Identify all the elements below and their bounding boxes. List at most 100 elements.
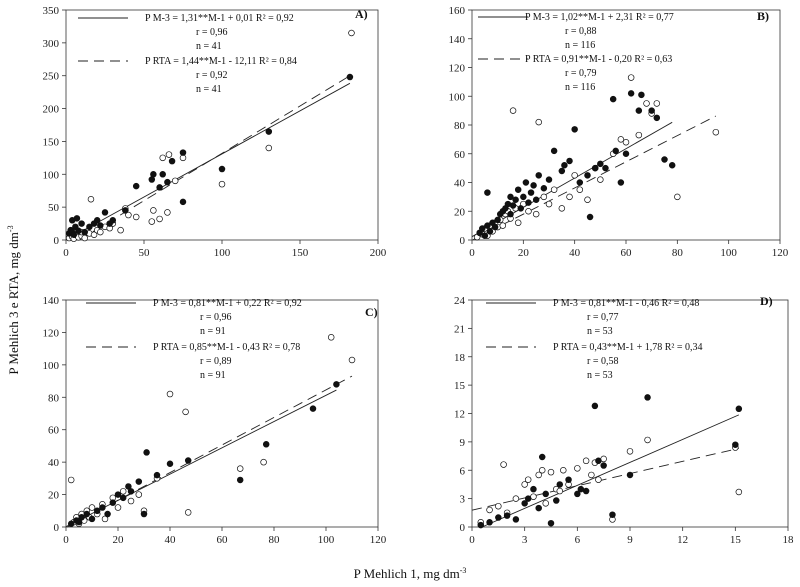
y-tick-label: 6 xyxy=(460,465,466,477)
point-pm3 xyxy=(83,510,91,518)
point-pm3 xyxy=(156,184,163,191)
point-pm3 xyxy=(732,441,739,448)
point-pm3 xyxy=(67,520,75,528)
point-pm3 xyxy=(236,476,244,484)
y-tick-label: 100 xyxy=(43,169,60,181)
point-prta xyxy=(545,200,553,208)
point-prta xyxy=(588,471,595,479)
point-prta xyxy=(265,144,273,152)
y-tick-label: 0 xyxy=(460,522,466,534)
point-prta xyxy=(574,465,581,472)
point-pm3 xyxy=(512,516,520,523)
legend-r-prta: r = 0,79 xyxy=(565,68,596,79)
point-pm3 xyxy=(609,511,616,518)
y-tick-label: 120 xyxy=(449,63,466,75)
x-tick-label: 0 xyxy=(63,247,69,259)
legend-n-pm3: n = 91 xyxy=(200,326,226,337)
point-pm3 xyxy=(479,225,486,232)
point-prta xyxy=(566,193,573,201)
point-pm3 xyxy=(477,521,485,529)
x-tick-label: 80 xyxy=(672,247,684,259)
x-tick-label: 40 xyxy=(569,247,581,259)
point-prta xyxy=(165,151,173,158)
x-tick-label: 0 xyxy=(63,534,69,546)
point-prta xyxy=(653,100,661,107)
x-tick-label: 0 xyxy=(469,534,475,546)
point-pm3 xyxy=(333,381,340,388)
chart-panel-3: 0 20 40 60 80 100 120 0 20 40 60 80 100 120 140 P M-3 =… xyxy=(43,295,387,546)
point-pm3 xyxy=(525,199,532,206)
point-prta xyxy=(486,506,493,514)
point-prta xyxy=(595,476,602,483)
point-pm3 xyxy=(73,215,81,222)
point-pm3 xyxy=(532,196,540,204)
legend-r-pm3: r = 0,96 xyxy=(196,27,227,38)
point-pm3 xyxy=(600,462,607,469)
point-pm3 xyxy=(109,499,117,506)
y-tick-label: 300 xyxy=(43,38,60,50)
point-prta xyxy=(512,495,520,502)
y-tick-label: 140 xyxy=(449,34,466,46)
y-tick-label: 80 xyxy=(454,120,466,132)
point-prta xyxy=(582,457,590,465)
point-pm3 xyxy=(535,172,542,179)
point-prta xyxy=(348,356,356,364)
point-pm3 xyxy=(648,107,655,114)
point-prta xyxy=(67,476,75,484)
legend-equation-pm3: P M-3 = 1,02**M-1 + 2,31 R² = 0,77 xyxy=(525,12,674,23)
point-prta xyxy=(547,468,555,476)
fit-line-pm3 xyxy=(481,414,740,528)
y-tick-label: 15 xyxy=(454,380,466,392)
y-tick-label: 21 xyxy=(454,323,465,335)
legend-equation-prta: P RTA = 1,44**M-1 - 12,11 R² = 0,84 xyxy=(145,56,297,67)
point-prta xyxy=(260,458,267,466)
point-pm3 xyxy=(166,460,174,468)
legend-equation-prta: P RTA = 0,85**M-1 - 0,43 R² = 0,78 xyxy=(153,342,300,353)
point-prta xyxy=(635,131,643,139)
point-pm3 xyxy=(591,164,599,172)
y-tick-label: 350 xyxy=(43,5,60,17)
point-prta xyxy=(148,218,156,225)
point-pm3 xyxy=(627,90,635,97)
y-tick-label: 3 xyxy=(460,494,466,506)
point-pm3 xyxy=(584,172,591,179)
x-tick-label: 200 xyxy=(370,247,387,259)
legend-r-pm3: r = 0,96 xyxy=(200,312,231,323)
point-pm3 xyxy=(125,483,132,490)
panel-label: A) xyxy=(355,7,368,21)
legend-equation-pm3: P M-3 = 0,81**M-1 + 0,22 R² = 0,92 xyxy=(153,298,302,309)
point-prta xyxy=(627,74,635,81)
point-pm3 xyxy=(582,487,590,495)
point-prta xyxy=(119,488,127,495)
point-pm3 xyxy=(75,518,83,526)
point-prta xyxy=(88,504,96,511)
point-pm3 xyxy=(509,202,517,209)
point-pm3 xyxy=(101,209,109,216)
point-prta xyxy=(87,196,95,203)
point-prta xyxy=(218,180,226,188)
point-prta xyxy=(182,408,189,416)
point-pm3 xyxy=(602,164,609,172)
x-tick-label: 60 xyxy=(621,247,633,259)
point-prta xyxy=(509,107,517,114)
point-prta xyxy=(101,515,109,523)
legend-r-pm3: r = 0,77 xyxy=(587,312,618,323)
x-tick-label: 0 xyxy=(469,247,475,259)
panel-label: D) xyxy=(760,294,773,308)
point-prta xyxy=(90,231,98,238)
point-pm3 xyxy=(78,220,85,227)
y-tick-label: 60 xyxy=(48,425,60,437)
point-pm3 xyxy=(99,504,106,511)
x-tick-label: 3 xyxy=(522,534,528,546)
x-tick-label: 40 xyxy=(165,534,177,546)
legend-n-pm3: n = 53 xyxy=(587,326,613,337)
point-prta xyxy=(132,213,140,221)
point-prta xyxy=(150,207,157,214)
y-tick-label: 250 xyxy=(43,71,60,83)
point-prta xyxy=(550,186,558,193)
point-pm3 xyxy=(644,394,651,401)
point-pm3 xyxy=(556,481,564,488)
point-prta xyxy=(184,509,192,516)
point-prta xyxy=(117,226,124,234)
legend-equation-pm3: P M-3 = 0,81**M-1 - 0,46 R² = 0,48 xyxy=(553,298,699,309)
